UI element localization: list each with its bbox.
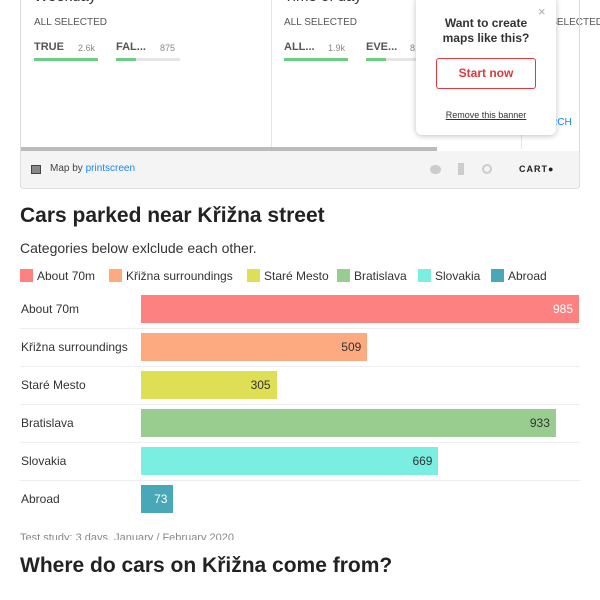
row-separator (20, 442, 580, 443)
facebook-icon[interactable] (458, 163, 464, 175)
item-label[interactable]: FAL... (116, 41, 146, 53)
remove-link[interactable]: Remove this banner (445, 110, 527, 120)
legend-label: Abroad (508, 269, 547, 283)
chart-title: Cars parked near Křižna street (20, 204, 325, 227)
banner: × Want to create maps like this? Start n… (416, 0, 556, 135)
carto-logo: CART● (519, 164, 555, 174)
row-separator (20, 404, 580, 405)
item-bar (34, 58, 98, 61)
category-label: Křižna surroundings (21, 340, 128, 354)
item-count: 2.6k (78, 43, 96, 53)
item-bar (366, 58, 386, 61)
row-separator (20, 328, 580, 329)
link-icon[interactable] (482, 164, 492, 174)
value-label: 509 (341, 340, 362, 354)
bar (141, 333, 368, 361)
bar (141, 447, 439, 475)
banner-text: Want to create (444, 16, 528, 30)
item-bar (116, 58, 136, 61)
row-separator (20, 480, 580, 481)
legend-swatch (109, 269, 122, 282)
section-heading: Where do cars on Křižna come from? (20, 554, 393, 577)
category-label: About 70m (21, 302, 80, 316)
scrollbar (21, 147, 437, 151)
legend-label: About 70m (37, 269, 96, 283)
legend-label: Staré Mesto (264, 269, 329, 283)
widget-title: Time of day (284, 0, 362, 5)
row-separator (20, 366, 580, 367)
bar (141, 371, 277, 399)
bar (141, 295, 579, 323)
category-label: Slovakia (21, 454, 67, 468)
category-label: Abroad (21, 492, 60, 506)
widget-title: Weekday (34, 0, 96, 5)
category-label: Bratislava (21, 416, 74, 430)
legend-label: Křižna surroundings (126, 269, 233, 283)
value-label: 73 (154, 492, 168, 506)
item-bar (284, 58, 348, 61)
widget-divider (271, 0, 272, 149)
close-icon[interactable]: × (538, 4, 546, 19)
item-bar-bg (116, 58, 180, 61)
item-label[interactable]: TRUE (34, 41, 64, 53)
legend-swatch (418, 269, 431, 282)
value-label: 985 (552, 302, 573, 316)
legend-swatch (491, 269, 504, 282)
layers-icon (31, 165, 41, 174)
chart-subtitle: Categories below exlclude each other. (20, 240, 257, 256)
legend-swatch (247, 269, 260, 282)
legend-swatch (337, 269, 350, 282)
twitter-icon[interactable] (430, 165, 441, 174)
bar (141, 485, 174, 513)
item-label[interactable]: ALL... (284, 41, 315, 53)
footer-prefix: Map by (50, 163, 83, 174)
legend-label: Bratislava (354, 269, 407, 283)
item-bar-bg (366, 58, 430, 61)
legend-label: Slovakia (435, 269, 481, 283)
item-label[interactable]: EVE... (366, 41, 398, 53)
banner-text: maps like this? (442, 31, 530, 45)
value-label: 933 (529, 416, 550, 430)
author-link[interactable]: printscreen (85, 163, 136, 174)
footer-text: Map by printscreen (50, 163, 135, 174)
value-label: 669 (412, 454, 433, 468)
value-label: 305 (250, 378, 271, 392)
item-count: 1.9k (328, 43, 346, 53)
note: Test study: 3 days, January / February 2… (20, 532, 235, 540)
item-count: 875 (160, 43, 176, 53)
start-button[interactable]: Start now (436, 58, 536, 89)
legend-swatch (20, 269, 33, 282)
category-label: Staré Mesto (21, 378, 86, 392)
bar (141, 409, 556, 437)
